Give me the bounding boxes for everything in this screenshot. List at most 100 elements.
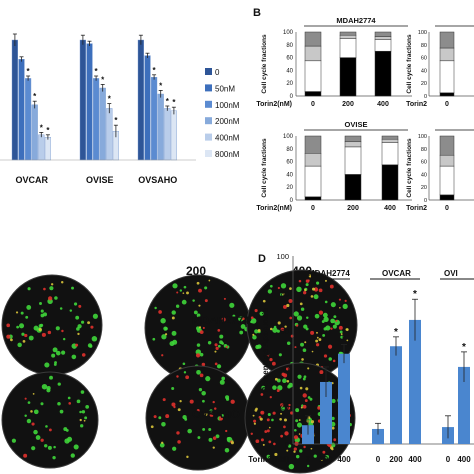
frag-b-xlabel: Torin2: [406, 205, 427, 212]
cell-red: [322, 450, 326, 454]
cell-yellow: [186, 455, 189, 459]
cell-red: [68, 402, 72, 405]
cell-yellow: [262, 443, 265, 446]
cell-yellow: [310, 420, 315, 424]
cell-green: [288, 463, 295, 470]
cell-red: [75, 343, 79, 347]
cell-red: [90, 325, 94, 329]
panel-c-microscopy-images: [1, 269, 358, 474]
cell-green: [221, 414, 224, 417]
cell-green: [197, 436, 201, 439]
cell-yellow: [293, 450, 296, 453]
cell-green: [38, 324, 43, 328]
cell-green: [159, 442, 165, 448]
tick-b-y: 20: [286, 81, 293, 87]
legend-swatch-a-50nM: [205, 84, 212, 92]
cell-green: [47, 445, 52, 450]
cell-green: [300, 307, 305, 311]
tick-b-x: 400: [377, 101, 389, 108]
cell-green: [57, 401, 61, 406]
axis-d-ylabel: Percentage Apoptosis: [261, 307, 270, 392]
cell-green: [85, 405, 90, 409]
legend-swatch-a-400nM: [205, 133, 212, 141]
cell-green: [273, 325, 277, 329]
cell-yellow: [324, 279, 327, 282]
cell-red: [24, 333, 28, 338]
tick-b-y: 40: [286, 68, 293, 74]
cell-yellow: [252, 333, 255, 336]
cell-yellow: [198, 326, 202, 329]
cell-green: [219, 334, 224, 339]
cell-yellow: [182, 292, 185, 294]
cell-green: [182, 362, 186, 366]
tick-d-x: 200: [319, 455, 333, 464]
frag-b-tick: 40: [421, 172, 427, 178]
cell-red: [288, 299, 293, 303]
significance-star-a: *: [114, 116, 118, 125]
cell-red: [276, 389, 280, 393]
cell-yellow: [307, 367, 310, 370]
cell-green: [196, 369, 201, 375]
cell-yellow: [345, 328, 349, 332]
cell-yellow: [83, 419, 86, 422]
tick-b-x: 0: [311, 101, 315, 108]
cell-green: [217, 344, 221, 348]
bar-a-OVSAHO-400nM: [164, 108, 171, 161]
stack-b-seg: [374, 36, 392, 40]
cell-green: [287, 384, 291, 389]
category-label-a-OVSAHO: OVSAHO: [138, 175, 177, 185]
bar-a-OVISE-400nM: [106, 108, 113, 161]
significance-star-a: *: [108, 95, 112, 104]
frag-b-tick: 40: [421, 68, 427, 74]
cell-green: [255, 344, 260, 350]
cell-green: [299, 449, 303, 453]
tick-d-y: 40: [281, 365, 289, 374]
cell-red: [221, 317, 226, 322]
cell-red: [304, 399, 308, 403]
significance-star-a: *: [95, 67, 99, 76]
cell-green: [221, 342, 224, 345]
cell-green: [193, 310, 198, 315]
frag-b-tick: 0: [424, 198, 427, 204]
legend-label-a-50nM: 50nM: [215, 84, 235, 93]
cell-yellow: [279, 417, 282, 421]
cell-red: [329, 284, 334, 289]
cell-green: [303, 375, 307, 379]
cell-red: [176, 291, 179, 294]
cell-green: [221, 376, 226, 381]
cell-yellow: [259, 417, 263, 421]
cell-green: [316, 281, 320, 285]
cell-red: [266, 354, 270, 357]
cell-green: [70, 453, 75, 458]
frag-b-tick: 100: [418, 134, 427, 140]
frag-b-tick: 60: [421, 160, 427, 166]
cell-green: [323, 316, 329, 323]
cell-green: [75, 315, 80, 320]
panel-a-bar-chart: **2774****OVCAR****OVISE****OVSAHO: [0, 33, 196, 185]
bar-a-OVISE-200nM: [99, 87, 106, 161]
frag-b-tick: 20: [421, 81, 427, 87]
panel-c-col-200-label: 200: [186, 264, 206, 278]
title-d-OVCAR: OVCAR: [382, 269, 411, 278]
cell-yellow: [301, 358, 304, 361]
cell-red: [290, 411, 294, 415]
cell-yellow: [253, 422, 256, 425]
tick-b-y: 100: [283, 30, 294, 36]
cell-yellow: [318, 338, 322, 342]
cell-red: [330, 327, 333, 330]
cell-red: [250, 316, 254, 320]
frag-b-ylabel: Cell cycle fractions: [406, 138, 413, 198]
cell-green: [81, 320, 85, 324]
cell-green: [280, 283, 287, 289]
stack-b-seg: [304, 165, 322, 198]
cell-green: [305, 283, 309, 287]
cell-yellow: [32, 392, 35, 395]
cell-red: [310, 330, 315, 335]
cell-red: [204, 299, 208, 303]
cell-green: [294, 428, 297, 432]
cell-green: [331, 416, 335, 421]
cell-yellow: [274, 377, 278, 381]
cell-yellow: [198, 304, 201, 307]
cell-green: [64, 438, 70, 444]
